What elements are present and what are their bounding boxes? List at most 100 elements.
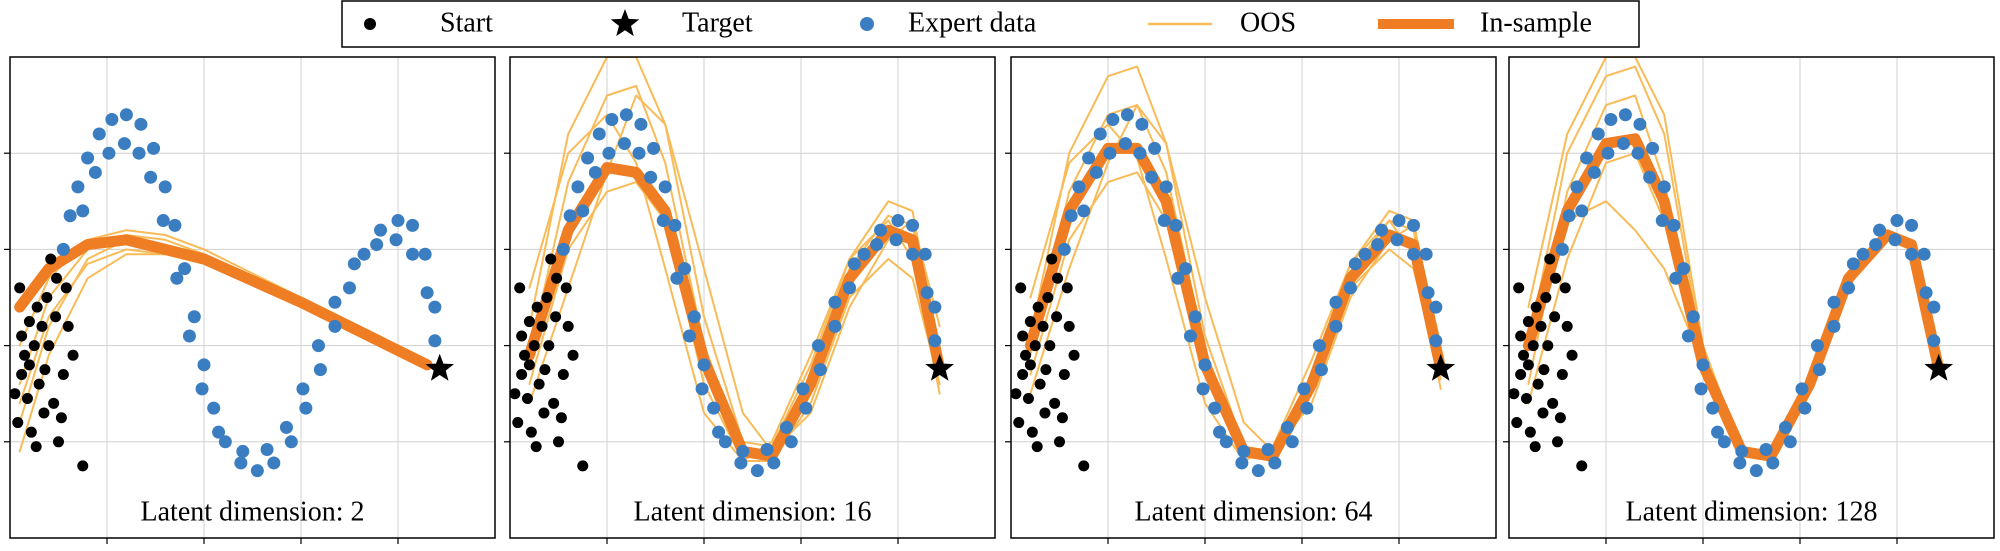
start-point bbox=[1034, 378, 1046, 390]
start-point bbox=[1515, 330, 1527, 342]
expert-point bbox=[734, 456, 748, 470]
expert-point bbox=[906, 247, 920, 261]
start-point bbox=[1535, 320, 1547, 332]
start-point bbox=[516, 368, 528, 380]
expert-point bbox=[1089, 165, 1103, 179]
expert-point bbox=[1429, 334, 1443, 348]
expert-point bbox=[644, 170, 658, 184]
start-point bbox=[545, 253, 557, 265]
expert-point bbox=[1696, 358, 1710, 372]
expert-point bbox=[678, 262, 692, 276]
expert-point bbox=[1766, 456, 1780, 470]
expert-point bbox=[420, 286, 434, 300]
expert-point bbox=[1297, 382, 1311, 396]
start-point bbox=[1559, 282, 1571, 294]
expert-point bbox=[1890, 214, 1904, 228]
expert-point bbox=[1842, 281, 1855, 295]
expert-point bbox=[796, 382, 810, 396]
expert-point bbox=[1285, 435, 1299, 449]
expert-point bbox=[668, 218, 682, 232]
start-point bbox=[1056, 412, 1068, 424]
start-point bbox=[553, 436, 564, 448]
expert-point bbox=[799, 401, 813, 415]
expert-point bbox=[1575, 204, 1589, 218]
expert-point bbox=[1711, 425, 1725, 439]
expert-point bbox=[1344, 281, 1357, 295]
expert-point bbox=[1148, 141, 1162, 155]
expert-point bbox=[1846, 257, 1860, 271]
expert-point bbox=[1749, 464, 1763, 478]
expert-point bbox=[1873, 223, 1887, 237]
expert-point bbox=[1145, 170, 1159, 184]
expert-point bbox=[170, 271, 184, 285]
expert-point bbox=[1778, 420, 1792, 434]
start-point bbox=[16, 330, 28, 342]
start-point bbox=[12, 417, 24, 429]
panel-frame bbox=[1508, 56, 1995, 539]
start-point bbox=[1051, 311, 1063, 323]
expert-point bbox=[1429, 300, 1443, 314]
expert-point bbox=[1759, 442, 1773, 456]
start-point bbox=[1576, 460, 1588, 472]
start-point bbox=[1017, 368, 1029, 380]
legend-label: Expert data bbox=[908, 7, 1037, 38]
start-point bbox=[41, 292, 53, 303]
expert-point bbox=[1717, 435, 1731, 449]
expert-point bbox=[311, 339, 325, 353]
expert-point bbox=[1657, 180, 1671, 194]
panel-title: Latent dimension: 16 bbox=[634, 496, 872, 527]
start-point bbox=[1011, 388, 1022, 400]
start-point bbox=[548, 397, 560, 409]
target bbox=[425, 353, 454, 381]
start-point bbox=[1529, 441, 1541, 453]
panel bbox=[510, 57, 995, 538]
expert-point bbox=[357, 247, 371, 261]
expert-point bbox=[147, 141, 161, 155]
start-point bbox=[519, 349, 531, 361]
expert-point bbox=[1390, 233, 1404, 247]
start-point bbox=[523, 316, 535, 328]
start-point bbox=[55, 412, 67, 424]
expert-point bbox=[811, 339, 825, 353]
expert-point bbox=[928, 334, 942, 348]
expert-point bbox=[1667, 218, 1681, 232]
start-point bbox=[1566, 349, 1578, 361]
start-point bbox=[1509, 388, 1520, 400]
start-point bbox=[1031, 441, 1043, 453]
expert-point bbox=[1421, 286, 1435, 300]
expert-point bbox=[1795, 382, 1809, 396]
expert-point bbox=[1827, 319, 1841, 333]
start-point bbox=[28, 340, 40, 352]
expert-point bbox=[370, 238, 384, 252]
expert-point bbox=[218, 435, 232, 449]
start-point bbox=[541, 292, 553, 303]
expert-point bbox=[928, 300, 942, 314]
expert-point bbox=[918, 247, 932, 261]
expert-point bbox=[874, 223, 888, 237]
start-point bbox=[538, 407, 550, 419]
start-point bbox=[1542, 340, 1554, 352]
start-point bbox=[14, 282, 26, 294]
start-point bbox=[1052, 272, 1064, 284]
start-point bbox=[557, 368, 569, 380]
expert-point bbox=[1280, 420, 1294, 434]
start-point bbox=[10, 388, 21, 400]
expert-point bbox=[250, 464, 264, 478]
expert-point bbox=[197, 358, 211, 372]
expert-point bbox=[236, 444, 250, 458]
expert-point bbox=[81, 151, 95, 165]
start-point bbox=[36, 320, 48, 332]
legend-label: Start bbox=[440, 7, 493, 38]
expert-point bbox=[1348, 257, 1362, 271]
legend-label: Target bbox=[682, 7, 753, 38]
expert-point bbox=[144, 170, 158, 184]
expert-point bbox=[347, 257, 361, 271]
expert-point bbox=[63, 209, 77, 223]
start-point bbox=[533, 378, 545, 390]
start-point bbox=[1049, 397, 1061, 409]
expert-point bbox=[1106, 113, 1120, 127]
expert-point bbox=[418, 247, 432, 261]
start-point bbox=[57, 368, 69, 380]
expert-point bbox=[697, 358, 711, 372]
